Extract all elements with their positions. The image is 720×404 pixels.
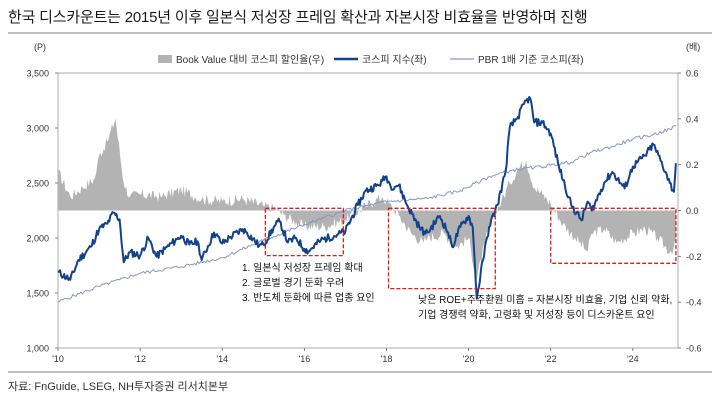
discount-area (58, 118, 676, 280)
left-tick-label: 3,500 (26, 69, 49, 79)
annotation-text: 3. 반도체 둔화에 따른 업종 요인 (242, 291, 375, 304)
legend-swatch-discount (158, 55, 172, 63)
pbr-line (57, 125, 676, 303)
legend-label-pbr: PBR 1배 기준 코스피(좌) (478, 54, 584, 66)
right-tick-label: -0.6 (686, 344, 702, 354)
right-tick-label: 0.0 (686, 206, 699, 216)
x-tick-label: '18 (381, 354, 393, 364)
source-note: 자료: FnGuide, LSEG, NH투자증권 리서치본부 (8, 381, 229, 393)
x-tick-label: '12 (134, 354, 146, 364)
x-tick-label: '16 (298, 354, 310, 364)
kospi-line (57, 96, 677, 300)
right-tick-label: 0.6 (686, 69, 699, 79)
left-tick-label: 2,500 (26, 179, 49, 189)
annotation-box (387, 207, 496, 290)
right-tick-label: -0.4 (686, 298, 702, 308)
right-tick-label: -0.2 (686, 252, 702, 262)
annotation-box (264, 207, 345, 257)
chart-title: 한국 디스카운트는 2015년 이후 일본식 저성장 프레임 확산과 자본시장 … (8, 9, 588, 26)
left-tick-label: 1,000 (26, 344, 49, 354)
left-unit-label: (P) (34, 42, 46, 52)
legend-label-kospi: 코스피 지수(좌) (362, 54, 427, 66)
left-tick-label: 1,500 (26, 289, 49, 299)
plot-area: 1,000 1,500 2,000 2,500 3,000 3,500 -0.6 -0.4 -0… (26, 69, 701, 365)
annotation-box (550, 207, 677, 264)
left-tick-label: 2,000 (26, 234, 49, 244)
left-tick-label: 3,000 (26, 124, 49, 134)
annotation-text: 1. 일본식 저성장 프레임 확대 (242, 261, 363, 274)
right-tick-label: 0.4 (686, 114, 699, 124)
annotation-text: 2. 글로벌 경기 둔화 우려 (242, 276, 344, 289)
annotation-text: 기업 경쟁력 약화, 고령화 및 저성장 등이 디스카운트 요인 (418, 308, 655, 321)
x-tick-label: '14 (216, 354, 228, 364)
right-unit-label: (배) (686, 42, 700, 52)
x-tick-label: '10 (52, 354, 64, 364)
right-tick-label: 0.2 (686, 160, 699, 170)
x-tick-label: '22 (545, 354, 557, 364)
x-tick-label: '20 (463, 354, 475, 364)
x-tick-label: '24 (627, 354, 639, 364)
legend: Book Value 대비 코스피 할인율(우) 코스피 지수(좌) PBR 1… (158, 54, 584, 66)
annotation-text: 낮은 ROE+주주환원 미흡 = 자본시장 비효율, 기업 신뢰 약화, (418, 293, 672, 306)
legend-label-discount: Book Value 대비 코스피 할인율(우) (176, 54, 324, 66)
